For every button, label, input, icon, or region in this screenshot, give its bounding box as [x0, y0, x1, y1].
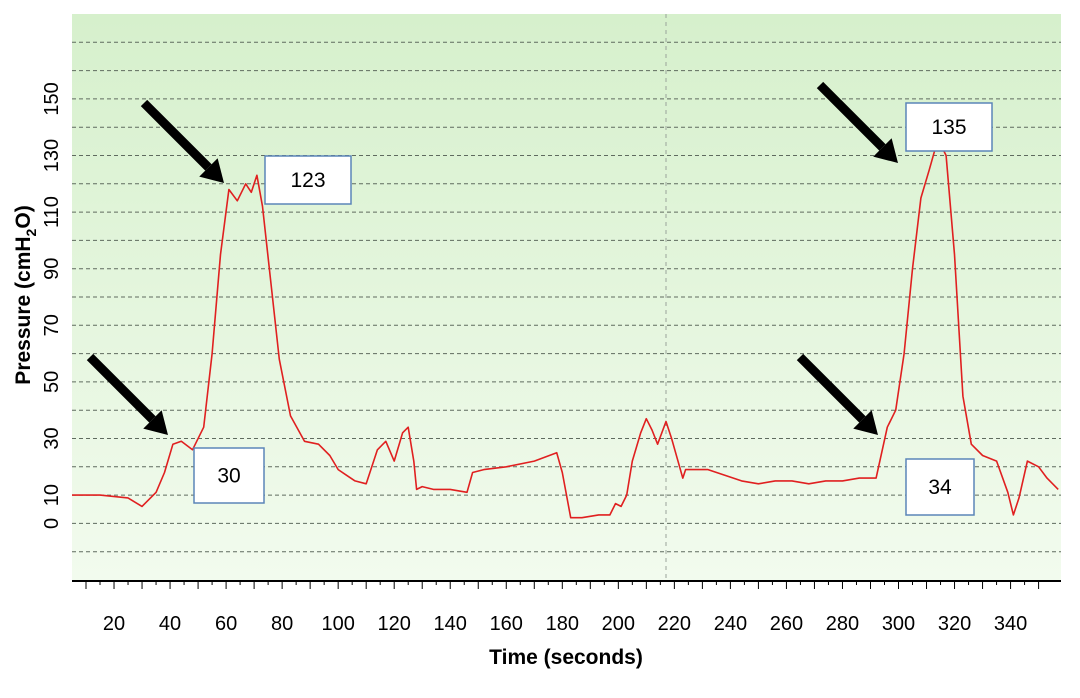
- svg-text:0: 0: [41, 518, 63, 529]
- y-tick-label-0: 0: [41, 518, 63, 529]
- svg-text:90: 90: [41, 258, 63, 280]
- y-axis-title-subscript: 2: [23, 228, 39, 236]
- y-tick-label-150: 150: [41, 82, 63, 115]
- y-axis-title-part-1: Pressure (cmH: [12, 236, 35, 384]
- callout-label: 135: [931, 116, 966, 139]
- x-tick-label-100: 100: [321, 613, 354, 635]
- x-tick-label-40: 40: [159, 613, 181, 635]
- svg-text:Pressure (cmH2O): Pressure (cmH2O): [12, 205, 39, 384]
- callout-box: [905, 458, 975, 516]
- callout-box: [264, 155, 352, 205]
- svg-text:130: 130: [41, 139, 63, 172]
- callout-label: 34: [928, 476, 952, 499]
- x-tick-label-240: 240: [714, 613, 747, 635]
- y-tick-label-70: 70: [41, 314, 63, 336]
- annotation-arrow-head: [853, 410, 878, 435]
- y-tick-label-110: 110: [41, 196, 63, 228]
- arrow-layer: [86, 81, 898, 435]
- y-tick-label-10: 10: [41, 484, 63, 506]
- y-tick-label-90: 90: [41, 258, 63, 280]
- callout-30: 30: [193, 447, 265, 504]
- callout-123: 123: [264, 155, 352, 205]
- x-tick-label-20: 20: [103, 613, 125, 635]
- annotation-arrow-shaft: [86, 353, 156, 423]
- svg-text:150: 150: [41, 82, 63, 115]
- x-tick-label-260: 260: [770, 613, 803, 635]
- x-tick-label-120: 120: [378, 613, 411, 635]
- annotation-arrow-shaft: [796, 353, 866, 423]
- svg-text:30: 30: [41, 427, 63, 449]
- x-tick-label-280: 280: [826, 613, 859, 635]
- callout-box: [193, 447, 265, 504]
- y-tick-label-50: 50: [41, 371, 63, 393]
- callout-label: 30: [217, 465, 240, 488]
- annotation-arrow-shaft: [816, 81, 886, 151]
- annotation-arrow-head: [143, 410, 168, 435]
- x-tick-label-140: 140: [434, 613, 467, 635]
- x-tick-layer: 20 40 60 80 100 120 140 160 180 200 220 240 260 280 30…: [85, 581, 1040, 635]
- svg-text:110: 110: [41, 196, 63, 228]
- x-tick-label-160: 160: [490, 613, 523, 635]
- callout-layer: 123 30 135 34: [193, 102, 993, 516]
- pressure-series-line: [72, 143, 1059, 519]
- callout-135: 135: [905, 102, 993, 152]
- x-axis-title: Time (seconds): [489, 646, 643, 669]
- x-tick-label-300: 300: [882, 613, 915, 635]
- callout-label: 123: [290, 169, 325, 192]
- y-tick-label-30: 30: [41, 427, 63, 449]
- x-tick-label-80: 80: [271, 613, 293, 635]
- y-axis-title-part-2: O): [12, 205, 35, 228]
- annotation-arrow-head: [873, 138, 898, 163]
- y-tick-label-130: 130: [41, 139, 63, 172]
- x-tick-label-200: 200: [602, 613, 635, 635]
- x-tick-label-60: 60: [215, 613, 237, 635]
- y-axis-title: Pressure (cmH2O): [12, 205, 39, 384]
- annotation-arrow-shaft: [140, 99, 212, 171]
- svg-text:70: 70: [41, 314, 63, 336]
- svg-text:50: 50: [41, 371, 63, 393]
- annotation-arrow-head: [199, 158, 224, 183]
- callout-box: [905, 102, 993, 152]
- svg-text:10: 10: [41, 484, 63, 506]
- y-tick-layer: 0 10 30 50 70 90 110 130 150: [41, 82, 63, 529]
- x-tick-label-320: 320: [938, 613, 971, 635]
- x-tick-label-340: 340: [994, 613, 1027, 635]
- callout-34: 34: [905, 458, 975, 516]
- x-tick-label-180: 180: [546, 613, 579, 635]
- x-tick-label-220: 220: [658, 613, 691, 635]
